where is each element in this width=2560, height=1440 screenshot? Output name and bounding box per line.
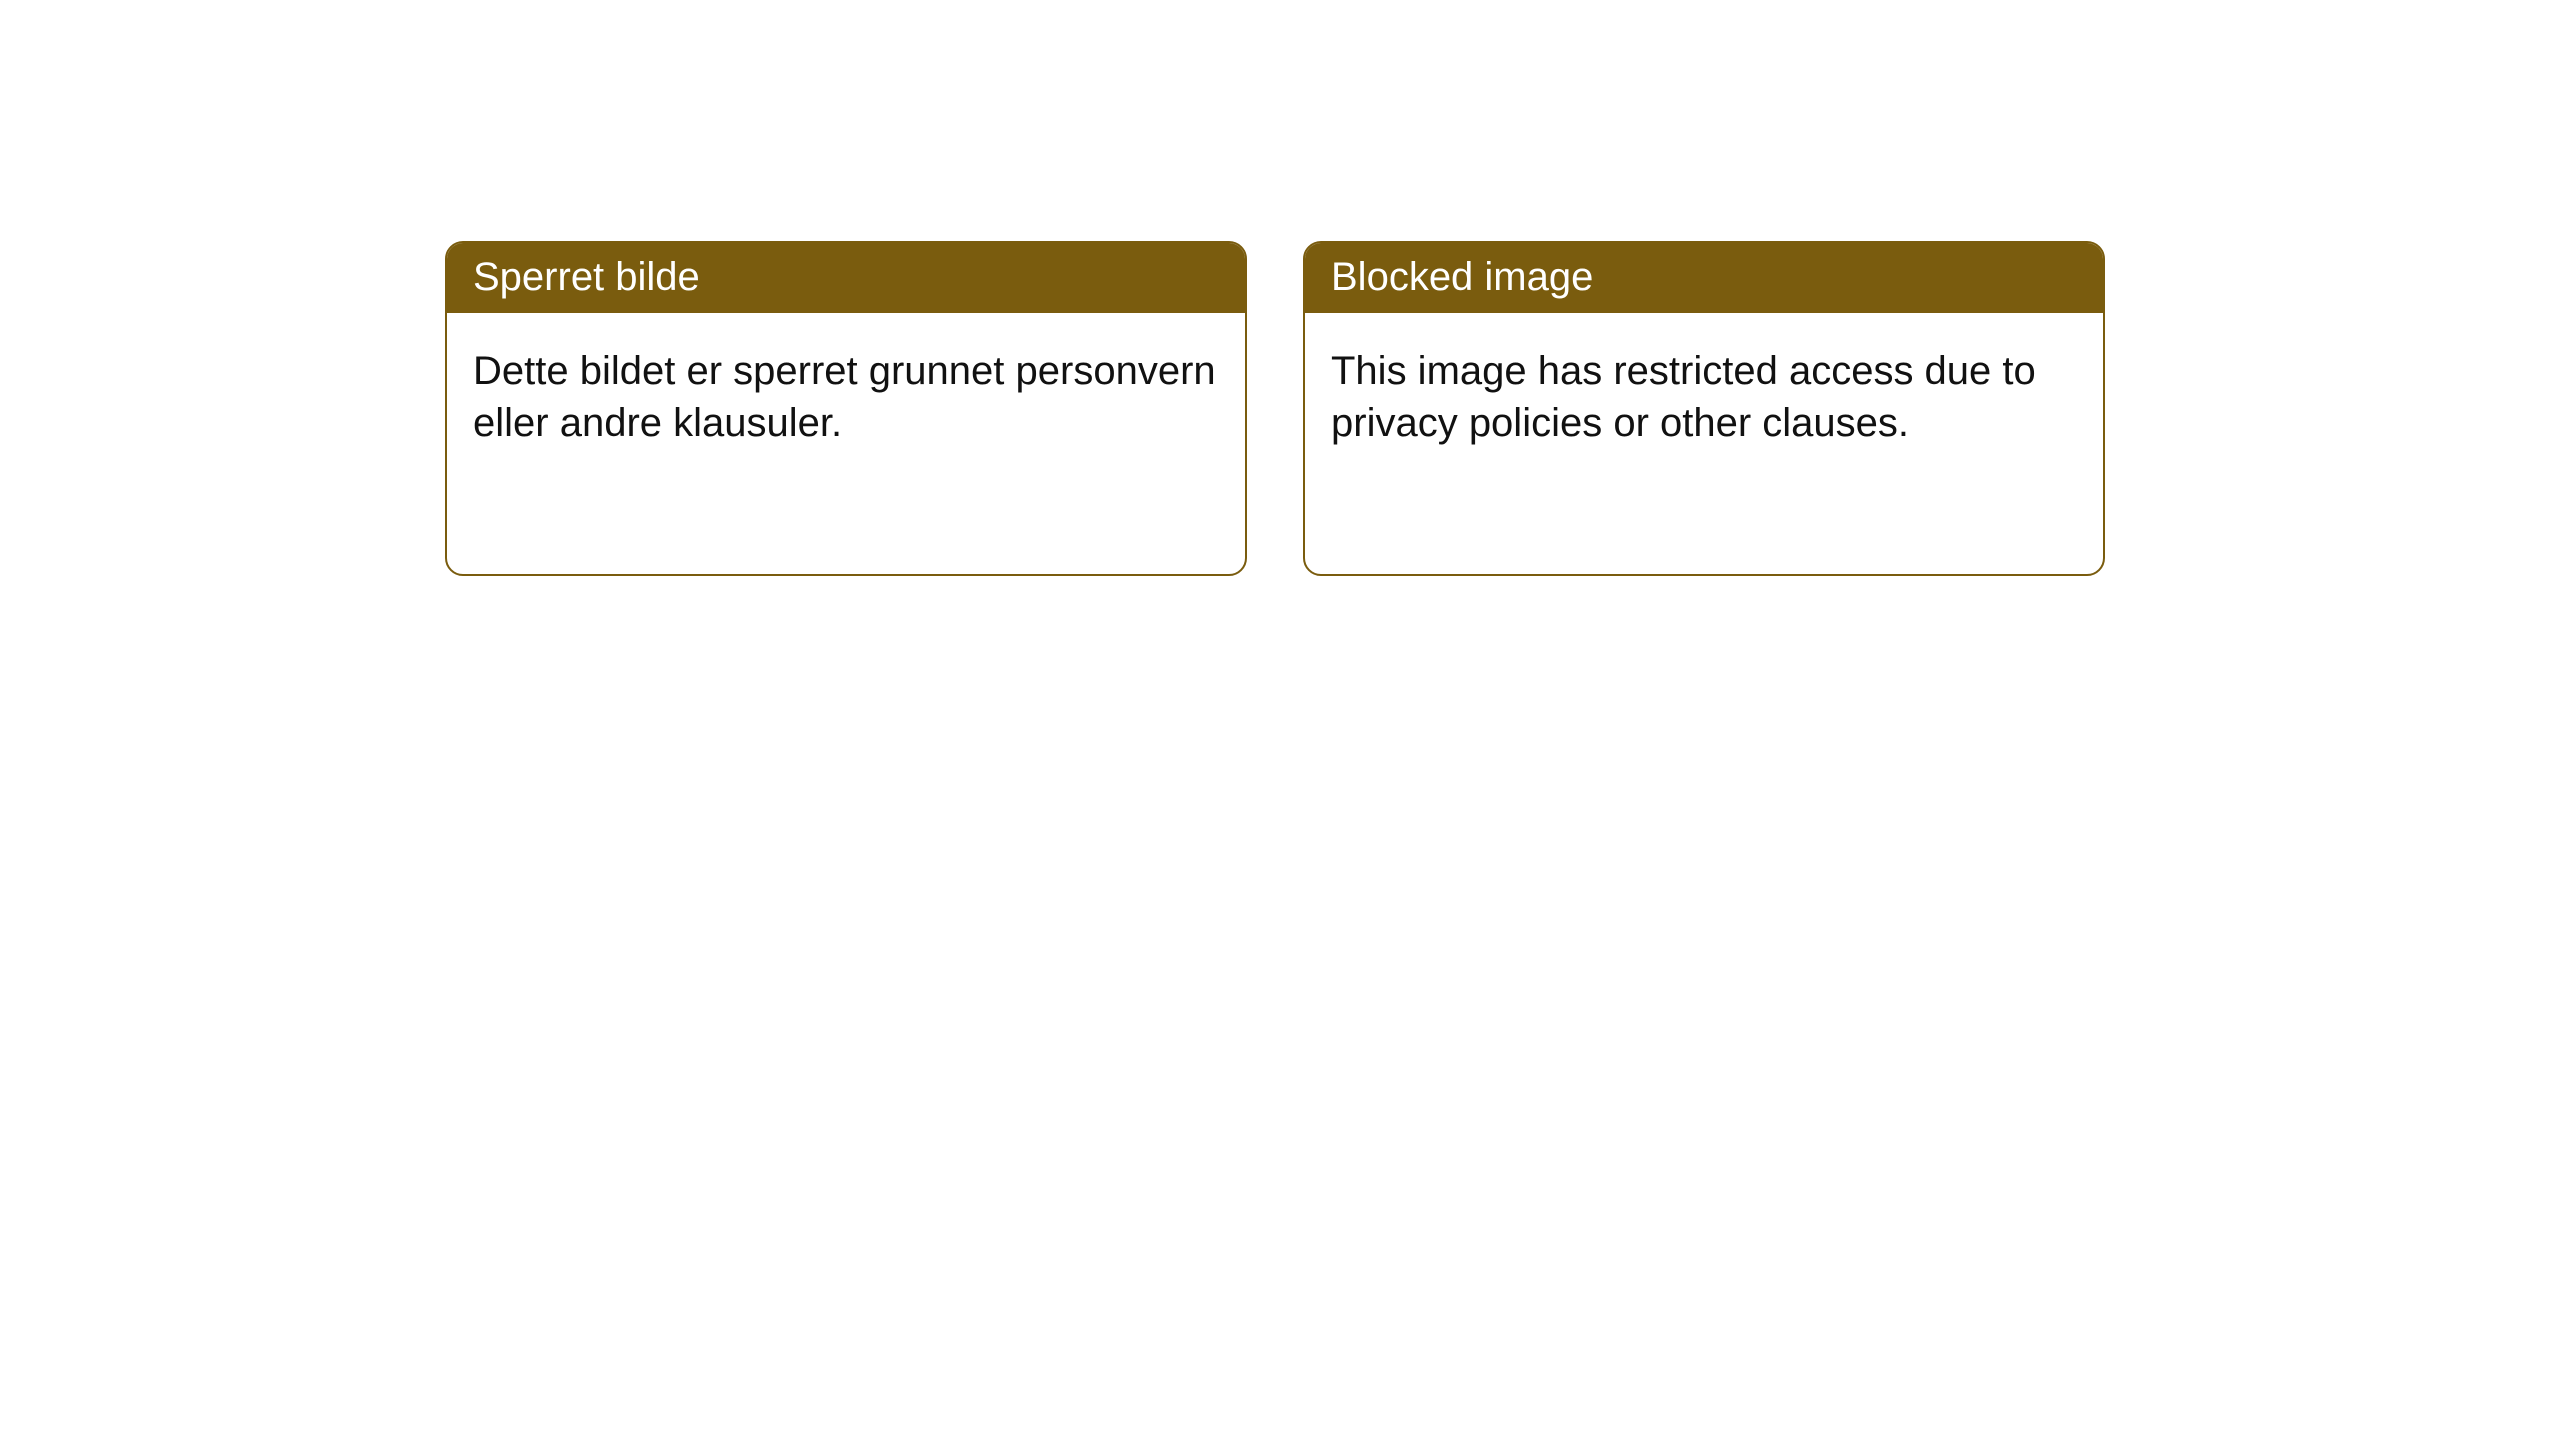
- notice-body: This image has restricted access due to …: [1305, 313, 2103, 475]
- notice-title: Blocked image: [1331, 255, 1593, 299]
- notice-header: Sperret bilde: [447, 243, 1245, 313]
- notice-body: Dette bildet er sperret grunnet personve…: [447, 313, 1245, 475]
- notice-container: Sperret bilde Dette bildet er sperret gr…: [0, 0, 2560, 576]
- notice-box-norwegian: Sperret bilde Dette bildet er sperret gr…: [445, 241, 1247, 576]
- notice-message: This image has restricted access due to …: [1331, 349, 2036, 445]
- notice-header: Blocked image: [1305, 243, 2103, 313]
- notice-message: Dette bildet er sperret grunnet personve…: [473, 349, 1216, 445]
- notice-title: Sperret bilde: [473, 255, 700, 299]
- notice-box-english: Blocked image This image has restricted …: [1303, 241, 2105, 576]
